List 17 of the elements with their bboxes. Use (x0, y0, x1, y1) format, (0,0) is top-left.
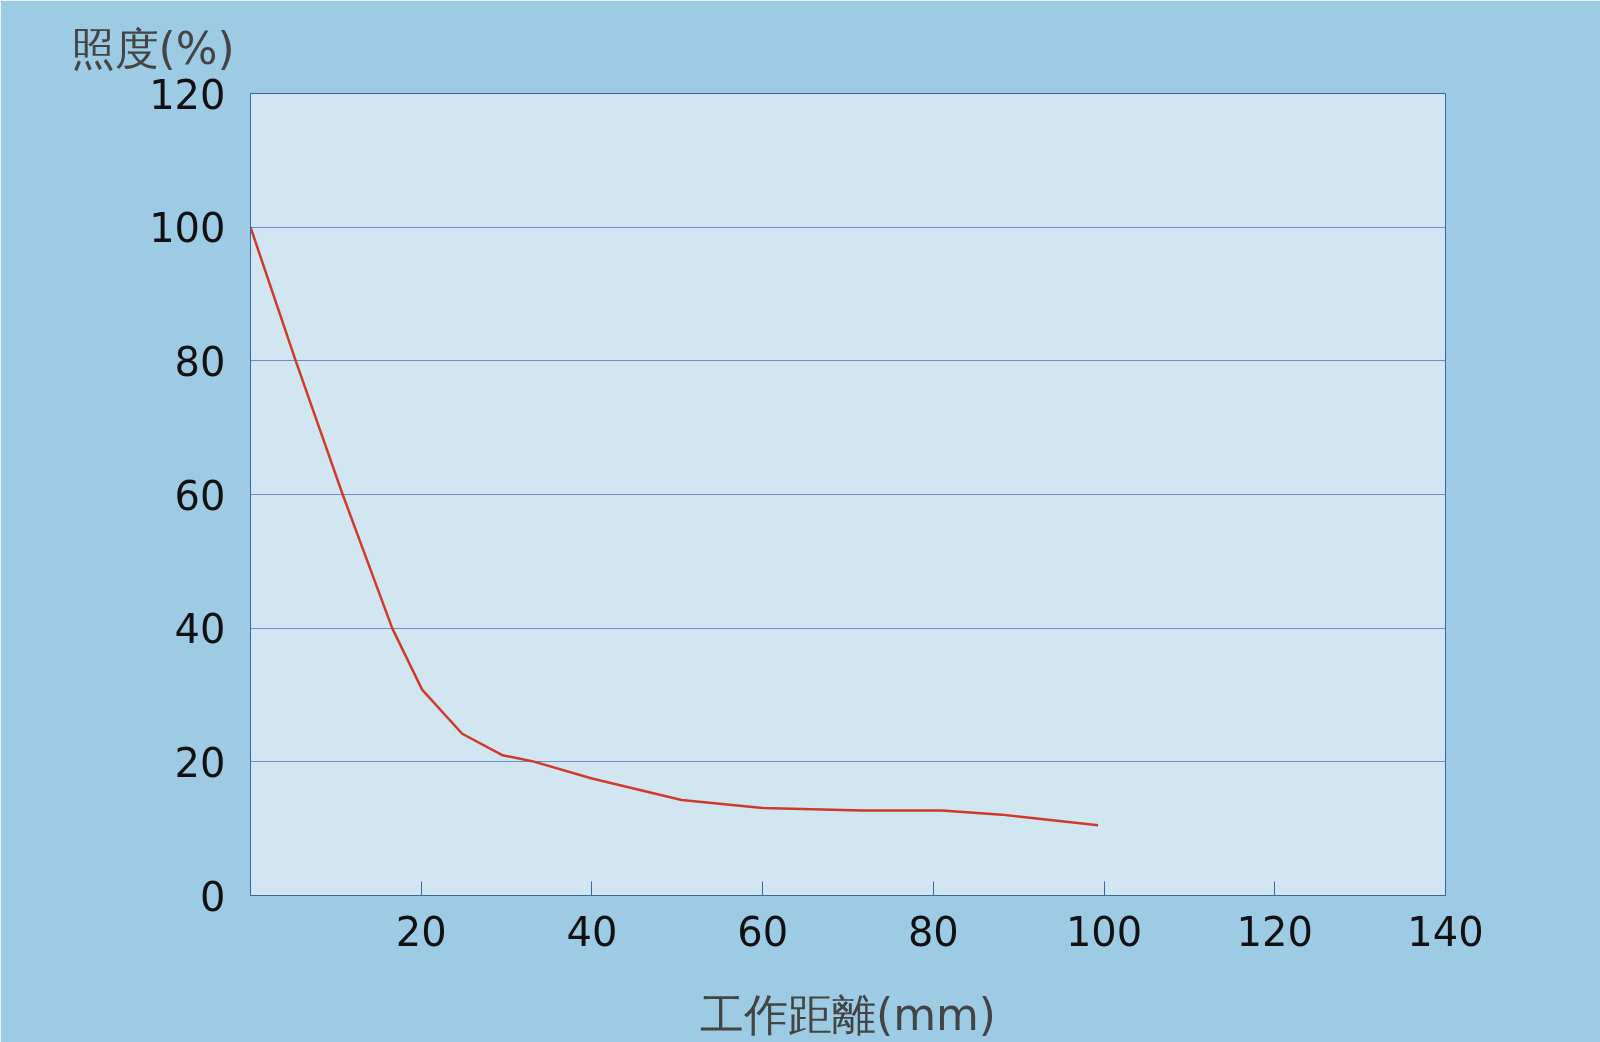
x-tick-label: 140 (1407, 908, 1484, 955)
y-tick-label: 40 (174, 606, 226, 653)
y-tick-label: 0 (200, 873, 226, 920)
y-tick-label: 20 (174, 739, 226, 786)
line-series (250, 225, 1100, 827)
y-tick-label: 60 (174, 472, 226, 519)
x-tick-label: 40 (566, 908, 618, 955)
y-tick-label: 100 (149, 205, 226, 252)
x-tick-label: 80 (907, 908, 959, 955)
y-tick-label: 80 (174, 338, 226, 385)
y-axis-title: 照度(%) (70, 22, 235, 74)
x-axis-title: 工作距離(mm) (699, 988, 997, 1040)
y-tick-label: 120 (149, 71, 226, 118)
x-tick-label: 20 (395, 908, 447, 955)
x-tick-label: 100 (1065, 908, 1143, 955)
x-tick-label: 60 (737, 908, 789, 955)
x-tick-label: 120 (1236, 908, 1313, 955)
